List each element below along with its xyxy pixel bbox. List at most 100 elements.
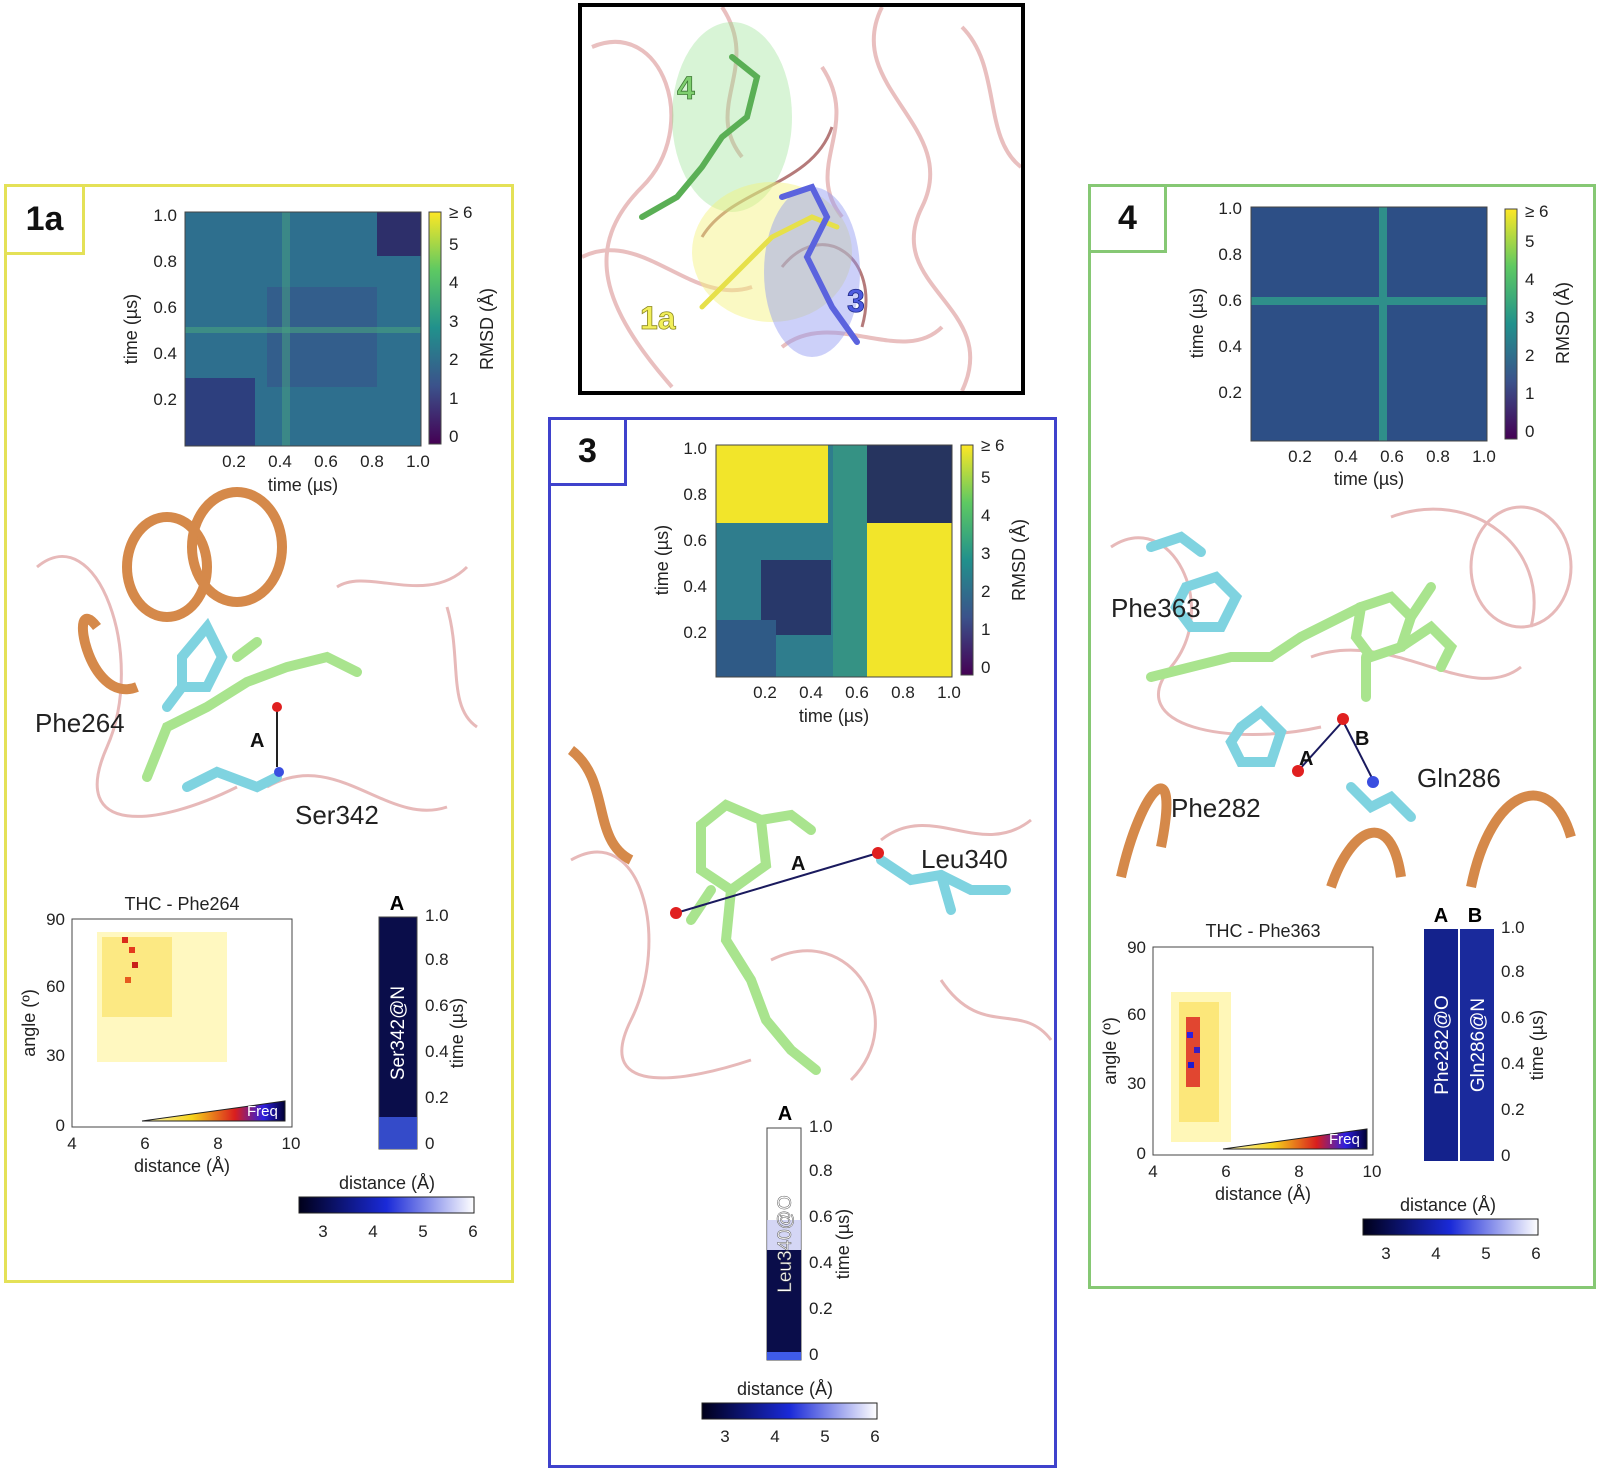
svg-text:0.4: 0.4: [425, 1042, 449, 1061]
svg-text:4: 4: [67, 1134, 76, 1153]
svg-text:10: 10: [282, 1134, 301, 1153]
residue-label-phe363: Phe363: [1111, 593, 1201, 623]
svg-text:1.0: 1.0: [937, 683, 961, 702]
distance-cbar-4: distance (Å) 3 4 5 6: [1362, 1195, 1541, 1263]
strip-label-phe282o: Phe282@O: [1432, 995, 1453, 1095]
svg-text:time (µs): time (µs): [1527, 1010, 1547, 1080]
svg-text:10: 10: [1363, 1162, 1382, 1181]
molecule-render-1a: Phe264 Ser342 A: [35, 487, 478, 830]
svg-text:0.2: 0.2: [1501, 1100, 1525, 1119]
svg-text:3: 3: [318, 1222, 327, 1241]
svg-text:0.4: 0.4: [799, 683, 823, 702]
residue-label-phe264: Phe264: [35, 708, 125, 738]
svg-text:0.4: 0.4: [268, 452, 292, 471]
svg-text:0.8: 0.8: [1501, 962, 1525, 981]
svg-text:0.4: 0.4: [809, 1253, 833, 1272]
svg-text:0: 0: [425, 1134, 434, 1153]
svg-text:0.8: 0.8: [360, 452, 384, 471]
svg-text:0.4: 0.4: [1218, 337, 1242, 356]
svg-text:0.6: 0.6: [1380, 447, 1404, 466]
svg-text:30: 30: [1127, 1074, 1146, 1093]
svg-text:4: 4: [1431, 1244, 1440, 1263]
svg-text:0.8: 0.8: [683, 485, 707, 504]
rmsd-matrix-4: [1250, 206, 1488, 442]
svg-text:0.6: 0.6: [809, 1207, 833, 1226]
svg-text:2: 2: [981, 582, 990, 601]
svg-text:≥ 6: ≥ 6: [1525, 202, 1549, 221]
svg-text:1.0: 1.0: [809, 1117, 833, 1136]
svg-text:4: 4: [449, 273, 458, 292]
svg-text:0.2: 0.2: [683, 623, 707, 642]
svg-text:0: 0: [809, 1345, 818, 1364]
svg-text:0.2: 0.2: [425, 1088, 449, 1107]
svg-text:1.0: 1.0: [425, 906, 449, 925]
rmsd-cbar-label-1a: RMSD (Å): [477, 288, 497, 370]
rmsd-xticks-1a: 0.2 0.4 0.6 0.8 1.0: [222, 452, 430, 471]
svg-text:0.4: 0.4: [683, 577, 707, 596]
svg-text:time (µs): time (µs): [447, 998, 467, 1068]
rmsd-matrix-3: [715, 444, 953, 678]
svg-text:0.4: 0.4: [1501, 1054, 1525, 1073]
svg-text:5: 5: [449, 235, 458, 254]
svg-text:1.0: 1.0: [683, 439, 707, 458]
distance-strip-1a: A Ser342@N 0 0.2 0.4 0.6 0.8 1.0 time (µ…: [378, 893, 467, 1153]
strip-label-leu340o: Leu340@O: [775, 1195, 796, 1292]
svg-text:3: 3: [720, 1427, 729, 1446]
svg-text:0: 0: [56, 1116, 65, 1135]
svg-text:time (µs): time (µs): [652, 525, 672, 595]
distance-cbar-3: distance (Å) 3 4 5 6: [701, 1379, 880, 1446]
svg-text:4: 4: [981, 506, 990, 525]
svg-text:5: 5: [1525, 232, 1534, 251]
panel-3: 3 1.0 0.8 0.6 0.4 0.2 0.2 0.4 0.6 0.8 1.…: [548, 417, 1057, 1468]
svg-text:A: A: [778, 1103, 792, 1125]
svg-text:60: 60: [46, 977, 65, 996]
rmsd-colorbar-4: [1504, 208, 1518, 440]
svg-text:0.8: 0.8: [1426, 447, 1450, 466]
overview-render: 4 1a 3: [582, 7, 1021, 391]
panel-4-figure: 1.0 0.8 0.6 0.4 0.2 0.2 0.4 0.6 0.8 1.0 …: [1100, 199, 1576, 1263]
svg-text:2: 2: [449, 350, 458, 369]
svg-text:8: 8: [213, 1134, 222, 1153]
svg-text:0.6: 0.6: [1218, 291, 1242, 310]
svg-text:1.0: 1.0: [153, 206, 177, 225]
svg-text:0.6: 0.6: [845, 683, 869, 702]
svg-text:0.6: 0.6: [683, 531, 707, 550]
svg-text:0.8: 0.8: [1218, 245, 1242, 264]
svg-text:90: 90: [46, 910, 65, 929]
rmsd-yticks-1a: 1.0 0.8 0.6 0.4 0.2: [153, 206, 177, 409]
bond-label-a-3: A: [791, 853, 805, 875]
svg-text:time (µs): time (µs): [1334, 469, 1404, 489]
svg-text:1.0: 1.0: [406, 452, 430, 471]
svg-text:6: 6: [870, 1427, 879, 1446]
molecule-render-4: Phe363 Phe282 Gln286 A B: [1110, 505, 1576, 889]
rmsd-cbar-ticks-1a: 0 1 2 3 4 5 ≥ 6: [449, 203, 473, 446]
svg-text:6: 6: [468, 1222, 477, 1241]
rmsd-xlabel-1a: time (µs): [268, 475, 338, 495]
residue-label-leu340: Leu340: [921, 844, 1008, 874]
residue-label-gln286: Gln286: [1417, 763, 1501, 793]
binding-site-overview: 4 1a 3: [578, 3, 1025, 395]
svg-text:0.2: 0.2: [1218, 383, 1242, 402]
svg-text:0.8: 0.8: [809, 1161, 833, 1180]
svg-text:distance (Å): distance (Å): [134, 1156, 230, 1176]
strip-label-ser342n: Ser342@N: [388, 986, 409, 1080]
inset-label-1a: 1a: [640, 300, 676, 336]
svg-text:0.2: 0.2: [153, 390, 177, 409]
hist-title-1a: THC - Phe264: [124, 894, 239, 914]
svg-text:0: 0: [981, 658, 990, 677]
svg-text:6: 6: [1531, 1244, 1540, 1263]
inset-label-3: 3: [847, 283, 865, 319]
svg-text:4: 4: [1148, 1162, 1157, 1181]
svg-text:distance (Å): distance (Å): [737, 1379, 833, 1399]
svg-text:B: B: [1468, 905, 1482, 927]
svg-text:time (µs): time (µs): [799, 706, 869, 726]
svg-text:RMSD (Å): RMSD (Å): [1009, 519, 1029, 601]
svg-text:1: 1: [981, 620, 990, 639]
panel-1a-figure: 1.0 0.8 0.6 0.4 0.2 0.2 0.4 0.6 0.8 1.0 …: [19, 203, 497, 1241]
svg-text:0: 0: [1501, 1146, 1510, 1165]
panel-3-figure: 1.0 0.8 0.6 0.4 0.2 0.2 0.4 0.6 0.8 1.0 …: [567, 436, 1053, 1446]
svg-text:0.8: 0.8: [153, 252, 177, 271]
svg-text:0.6: 0.6: [425, 996, 449, 1015]
svg-text:0.6: 0.6: [1501, 1008, 1525, 1027]
svg-text:≥ 6: ≥ 6: [981, 436, 1005, 455]
